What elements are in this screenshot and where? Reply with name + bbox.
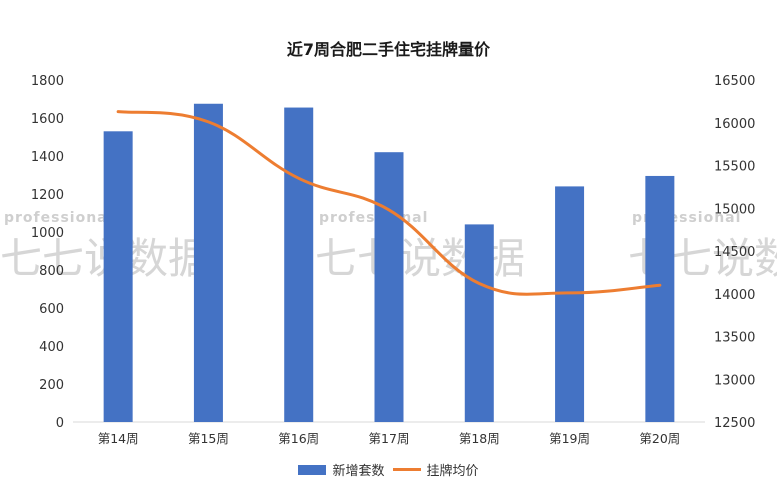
x-axis-tick-label: 第15周 <box>188 431 229 446</box>
left-axis-tick-label: 1400 <box>31 150 64 165</box>
bar-第20周[interactable] <box>645 175 675 422</box>
right-axis-tick-label: 14500 <box>714 245 755 260</box>
left-axis-tick-label: 600 <box>39 302 64 317</box>
x-axis-tick-label: 第14周 <box>98 431 139 446</box>
bar-第16周[interactable] <box>284 107 314 423</box>
legend-item-line[interactable]: 挂牌均价 <box>389 460 479 479</box>
x-axis-tick-label: 第19周 <box>549 431 590 446</box>
bar-第14周[interactable] <box>103 131 133 423</box>
right-axis-tick-label: 16500 <box>714 74 755 89</box>
legend-line-label: 挂牌均价 <box>426 464 479 479</box>
right-axis-tick-label: 14000 <box>714 288 755 303</box>
chart-title: 近7周合肥二手住宅挂牌量价 <box>286 40 491 59</box>
chart-legend: 新增套数 挂牌均价 <box>0 460 777 479</box>
left-axis-tick-label: 1200 <box>31 188 64 203</box>
bar-第17周[interactable] <box>374 152 404 422</box>
right-axis-tick-label: 13500 <box>714 331 755 346</box>
left-axis-tick-label: 0 <box>56 416 64 431</box>
left-axis-tick-label: 1000 <box>31 226 64 241</box>
right-axis-tick-label: 12500 <box>714 416 755 431</box>
left-axis-tick-label: 800 <box>39 264 64 279</box>
right-axis-tick-label: 15000 <box>714 202 755 217</box>
x-axis-tick-label: 第16周 <box>278 431 319 446</box>
line-series-listing-price[interactable] <box>116 110 662 296</box>
x-axis-tick-label: 第17周 <box>369 431 410 446</box>
legend-line-swatch-icon <box>392 468 421 471</box>
left-axis-tick-label: 200 <box>39 378 64 393</box>
watermark-small-text: professional <box>4 210 113 226</box>
right-axis-tick-label: 13000 <box>714 373 755 388</box>
right-axis-tick-label: 16000 <box>714 117 755 132</box>
left-axis-tick-label: 1600 <box>31 112 64 127</box>
bar-第19周[interactable] <box>555 186 585 422</box>
legend-item-bar[interactable]: 新增套数 <box>298 460 385 479</box>
x-axis-tick-label: 第20周 <box>639 431 680 446</box>
x-axis-tick-label: 第18周 <box>459 431 500 446</box>
bar-第18周[interactable] <box>464 224 494 422</box>
right-axis-tick-label: 15500 <box>714 160 755 175</box>
bar-第15周[interactable] <box>193 103 223 422</box>
watermark-small-text: professional <box>319 210 428 226</box>
legend-bar-label: 新增套数 <box>332 464 385 479</box>
legend-bar-swatch-icon <box>298 464 327 475</box>
left-axis-tick-label: 400 <box>39 340 64 355</box>
left-axis-tick-label: 1800 <box>31 74 64 89</box>
